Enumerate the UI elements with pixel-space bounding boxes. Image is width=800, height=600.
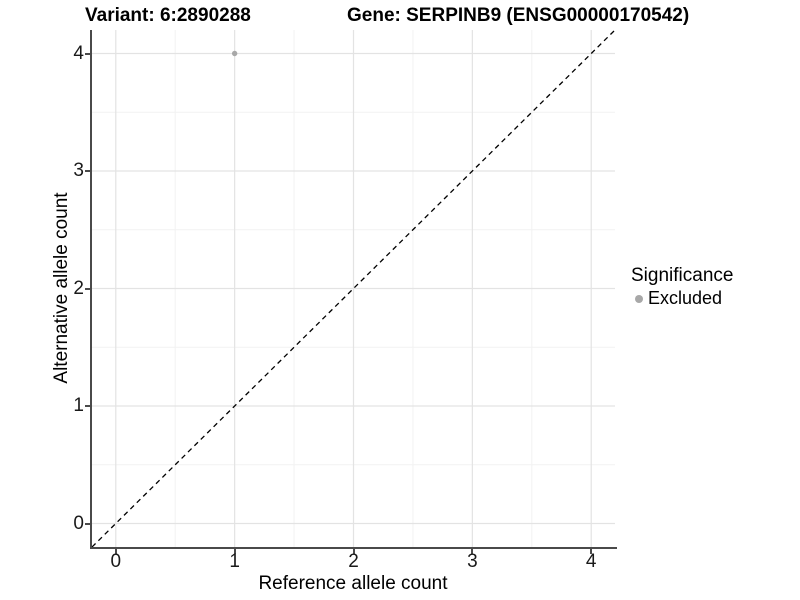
x-axis-tick-label: 2 bbox=[348, 551, 359, 572]
x-axis-tick bbox=[471, 549, 474, 554]
x-axis-tick bbox=[233, 549, 236, 554]
x-axis-line bbox=[90, 547, 617, 549]
x-axis-tick bbox=[114, 549, 117, 554]
y-axis-title: Alternative allele count bbox=[51, 192, 72, 384]
y-axis-tick bbox=[85, 170, 90, 172]
y-axis-tick-label: 0 bbox=[73, 512, 84, 534]
y-axis-tick-label: 1 bbox=[73, 395, 84, 416]
data-point bbox=[231, 50, 238, 57]
y-axis-tick bbox=[85, 405, 90, 407]
y-axis-tick-label: 2 bbox=[73, 277, 84, 299]
x-axis-tick-label: 1 bbox=[229, 551, 240, 572]
plot-panel bbox=[92, 30, 615, 547]
legend-key-dot-icon bbox=[635, 294, 643, 303]
y-axis-tick bbox=[85, 522, 90, 525]
plot-panel-svg bbox=[92, 30, 615, 547]
x-axis-tick bbox=[352, 549, 355, 554]
y-axis-tick-label: 4 bbox=[73, 42, 84, 64]
y-axis-line bbox=[90, 30, 92, 549]
x-axis-title: Reference allele count bbox=[258, 573, 448, 594]
legend: Significance Excluded bbox=[629, 264, 733, 310]
y-axis-tick bbox=[85, 287, 90, 290]
y-axis-tick-label: 3 bbox=[73, 160, 84, 181]
plot-title-variant: Variant: 6:2890288 bbox=[85, 5, 251, 26]
x-axis-tick-label: 4 bbox=[585, 551, 597, 572]
x-axis-tick-label: 0 bbox=[110, 551, 122, 572]
x-axis-tick bbox=[590, 549, 593, 554]
legend-item-label: Excluded bbox=[648, 288, 723, 308]
x-axis-tick-label: 3 bbox=[467, 551, 478, 572]
y-axis-tick bbox=[85, 52, 90, 55]
legend-title: Significance bbox=[631, 265, 734, 286]
identity-line bbox=[92, 30, 615, 547]
plot-title-gene: Gene: SERPINB9 (ENSG00000170542) bbox=[347, 5, 690, 26]
legend-item-excluded: Excluded bbox=[629, 287, 733, 310]
